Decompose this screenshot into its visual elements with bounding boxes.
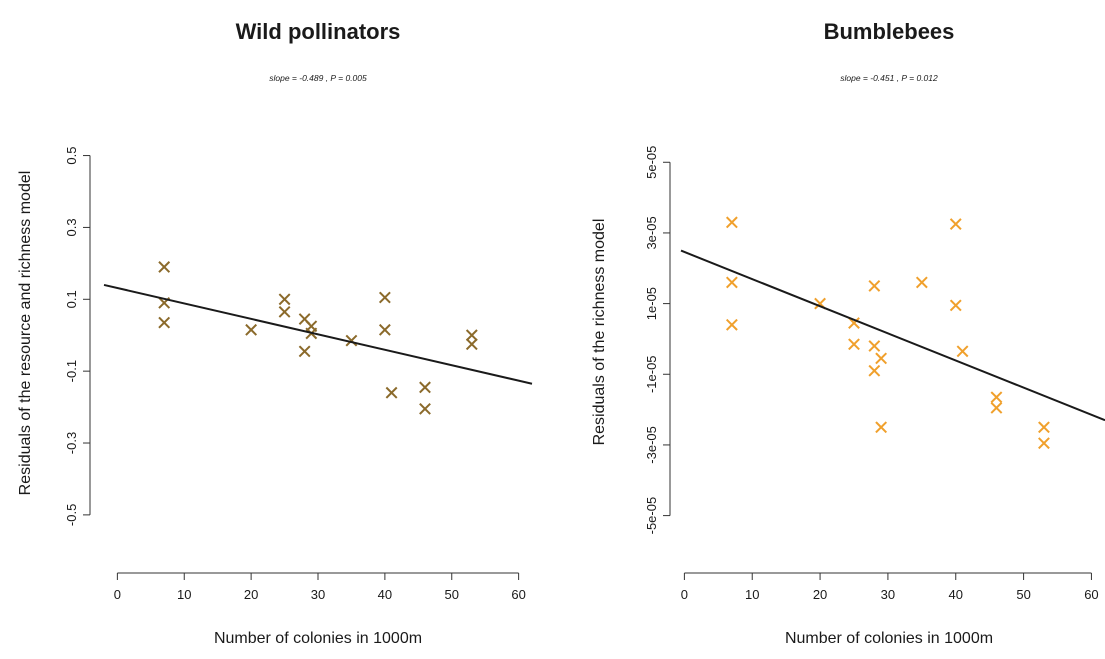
x-axis-label: Number of colonies in 1000m	[785, 630, 993, 647]
y-tick-label: 5e-05	[644, 146, 659, 179]
y-tick-label: -0.5	[64, 504, 79, 526]
x-tick-label: 40	[378, 587, 392, 602]
panel-bumblebees: Bumblebees slope = -0.451 , P = 0.012 Nu…	[591, 19, 1105, 647]
x-axis: 0 10 20 30 40 50 60	[681, 572, 1099, 602]
x-tick-label: 50	[1016, 587, 1030, 602]
x-tick-label: 40	[949, 587, 963, 602]
y-tick-label: 0.5	[64, 147, 79, 165]
data-point	[158, 261, 171, 273]
x-tick-label: 0	[114, 587, 121, 602]
data-point	[949, 218, 962, 231]
y-tick-label: 1e-05	[644, 287, 659, 320]
data-point	[875, 352, 888, 365]
x-tick-label: 50	[445, 587, 459, 602]
x-tick-label: 30	[311, 587, 325, 602]
x-tick-label: 60	[1084, 587, 1098, 602]
data-point	[725, 318, 738, 331]
y-axis-label: Residuals of the resource and richness m…	[17, 171, 34, 496]
panel-wild-pollinators: Wild pollinators slope = -0.489 , P = 0.…	[17, 19, 533, 647]
trend-line	[103, 283, 533, 385]
x-tick-label: 10	[177, 587, 191, 602]
x-tick-label: 30	[881, 587, 895, 602]
data-points	[158, 261, 478, 415]
data-point	[278, 305, 291, 318]
data-point	[868, 280, 881, 292]
y-tick-label: -3e-05	[644, 426, 659, 464]
data-point	[949, 299, 962, 312]
x-axis-label: Number of colonies in 1000m	[214, 630, 422, 647]
y-tick-label: -0.1	[64, 360, 79, 382]
trend-line	[680, 249, 1105, 422]
y-tick-label: 0.1	[64, 290, 79, 308]
data-point	[158, 316, 171, 329]
data-point	[1038, 421, 1050, 434]
y-axis: 5e-05 3e-05 1e-05 -1e-05 -3e-05 -5e-05	[644, 146, 671, 535]
data-point	[419, 402, 431, 415]
x-tick-label: 0	[681, 587, 688, 602]
data-point	[875, 421, 888, 434]
data-point	[848, 338, 860, 351]
y-axis: 0.5 0.3 0.1 -0.1 -0.3 -0.5	[64, 147, 91, 526]
x-tick-label: 20	[244, 587, 258, 602]
data-point	[868, 340, 881, 352]
y-axis-label: Residuals of the richness model	[591, 219, 608, 446]
data-point	[419, 381, 431, 394]
y-tick-label: -0.3	[64, 432, 79, 454]
data-point	[1038, 437, 1050, 450]
x-axis: 0 10 20 30 40 50 60	[114, 572, 526, 602]
data-point	[990, 391, 1003, 404]
chart-title: Wild pollinators	[236, 19, 401, 44]
data-point	[990, 401, 1003, 414]
chart-subtitle: slope = -0.489 , P = 0.005	[269, 73, 367, 83]
data-point	[245, 323, 258, 336]
data-point	[956, 345, 969, 358]
data-point	[725, 216, 738, 229]
regression-line	[680, 249, 1105, 422]
data-point	[725, 276, 738, 289]
data-point	[278, 293, 291, 306]
x-tick-label: 20	[813, 587, 827, 602]
data-point	[868, 364, 881, 377]
regression-line	[103, 283, 533, 385]
y-tick-label: -5e-05	[644, 497, 659, 535]
data-point	[465, 329, 478, 342]
data-point	[298, 345, 311, 358]
chart-title: Bumblebees	[824, 19, 955, 44]
y-tick-label: 3e-05	[644, 216, 659, 249]
data-point	[378, 291, 391, 304]
x-tick-label: 60	[511, 587, 525, 602]
chart-subtitle: slope = -0.451 , P = 0.012	[840, 73, 938, 83]
y-tick-label: 0.3	[64, 218, 79, 236]
data-point	[378, 323, 391, 336]
data-point	[385, 386, 398, 399]
y-tick-label: -1e-05	[644, 355, 659, 393]
x-tick-label: 10	[745, 587, 759, 602]
data-points	[725, 216, 1050, 450]
data-point	[465, 338, 478, 351]
data-point	[915, 276, 928, 289]
